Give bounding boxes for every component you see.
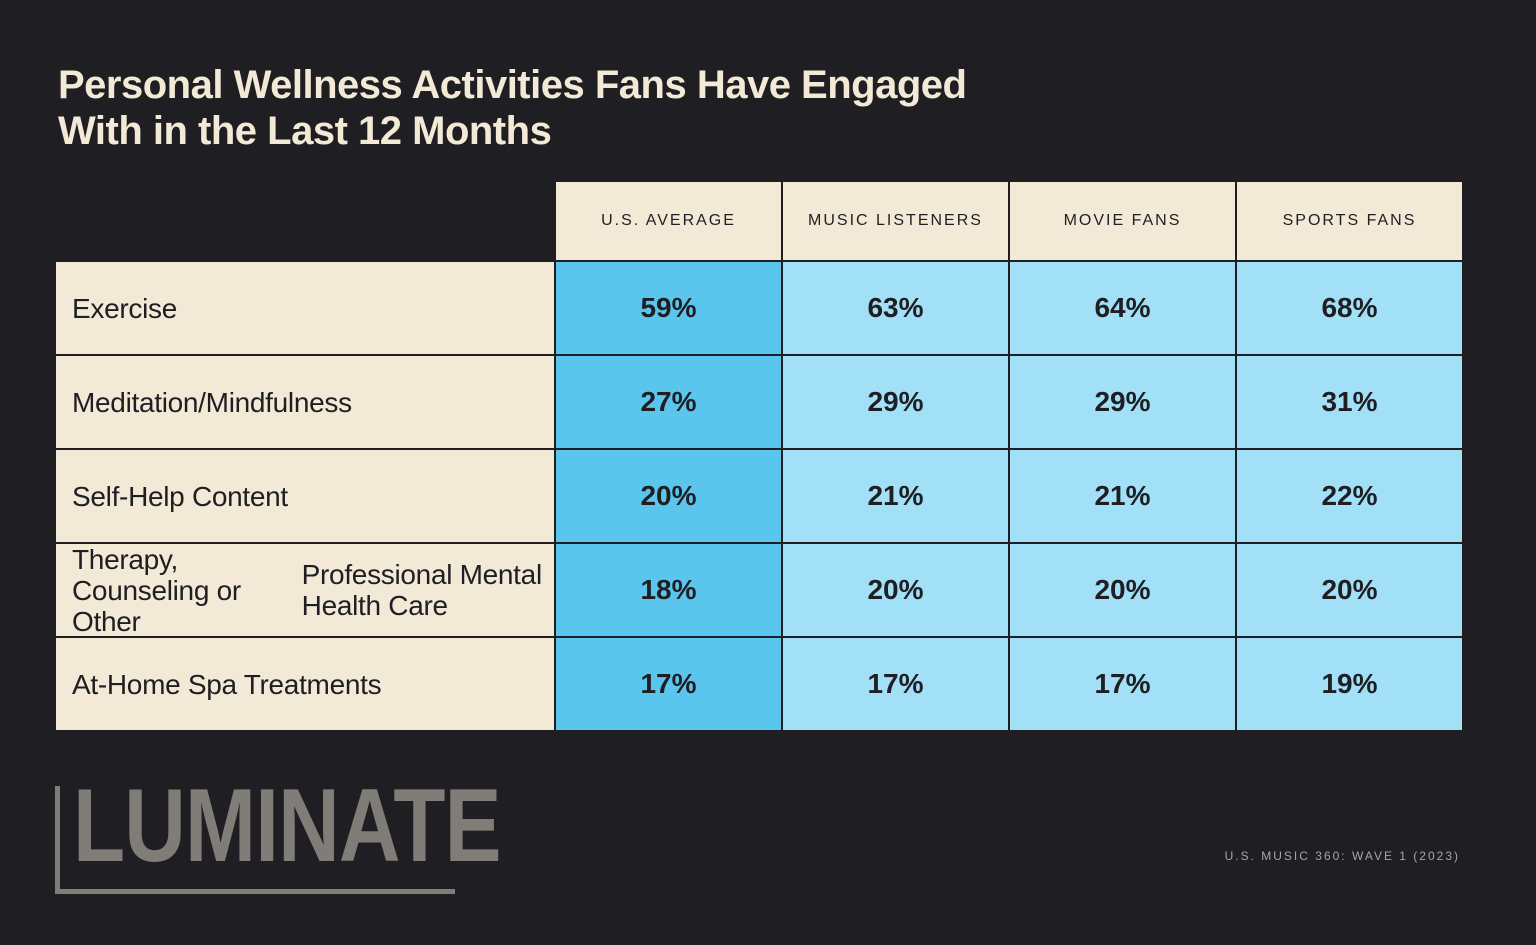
row-label-line: Therapy, Counseling or Other <box>72 543 241 637</box>
value-cell: 29% <box>1010 356 1235 448</box>
source-note: U.S. MUSIC 360: WAVE 1 (2023) <box>1224 849 1460 863</box>
value-cell: 20% <box>1010 544 1235 636</box>
row-label: At-Home Spa Treatments <box>56 638 554 730</box>
row-label: Self-Help Content <box>56 450 554 542</box>
value-cell: 64% <box>1010 262 1235 354</box>
value-cell: 29% <box>783 356 1008 448</box>
chart-title: Personal Wellness Activities Fans Have E… <box>58 62 1158 154</box>
column-header: U.S. AVERAGE <box>556 182 781 260</box>
column-header: MUSIC LISTENERS <box>783 182 1008 260</box>
value-cell: 21% <box>1010 450 1235 542</box>
value-cell: 27% <box>556 356 781 448</box>
value-cell: 20% <box>556 450 781 542</box>
value-cell: 19% <box>1237 638 1462 730</box>
value-cell: 63% <box>783 262 1008 354</box>
row-label: Meditation/Mindfulness <box>56 356 554 448</box>
row-label: Therapy, Counseling or Other Professional… <box>56 543 554 637</box>
chart-title-line-2: With in the Last 12 Months <box>58 109 552 153</box>
chart-title-line-1: Personal Wellness Activities Fans Have E… <box>58 63 967 107</box>
value-cell: 18% <box>556 544 781 636</box>
value-cell: 17% <box>1010 638 1235 730</box>
logo-bracket-vertical <box>55 786 60 894</box>
row-label-line: Professional Mental Health Care <box>301 559 543 621</box>
value-cell: 20% <box>783 544 1008 636</box>
value-cell: 21% <box>783 450 1008 542</box>
logo-bracket-horizontal <box>55 889 455 894</box>
value-cell: 17% <box>783 638 1008 730</box>
table-corner-empty <box>56 182 554 260</box>
logo-wordmark: LUMINATE <box>73 768 501 884</box>
value-cell: 68% <box>1237 262 1462 354</box>
value-cell: 22% <box>1237 450 1462 542</box>
column-header: SPORTS FANS <box>1237 182 1462 260</box>
value-cell: 31% <box>1237 356 1462 448</box>
row-label: Exercise <box>56 262 554 354</box>
value-cell: 17% <box>556 638 781 730</box>
data-table: U.S. AVERAGE MUSIC LISTENERS MOVIE FANS SPO… <box>56 182 1462 730</box>
column-header: MOVIE FANS <box>1010 182 1235 260</box>
value-cell: 20% <box>1237 544 1462 636</box>
luminate-logo: LUMINATE <box>55 772 501 894</box>
value-cell: 59% <box>556 262 781 354</box>
